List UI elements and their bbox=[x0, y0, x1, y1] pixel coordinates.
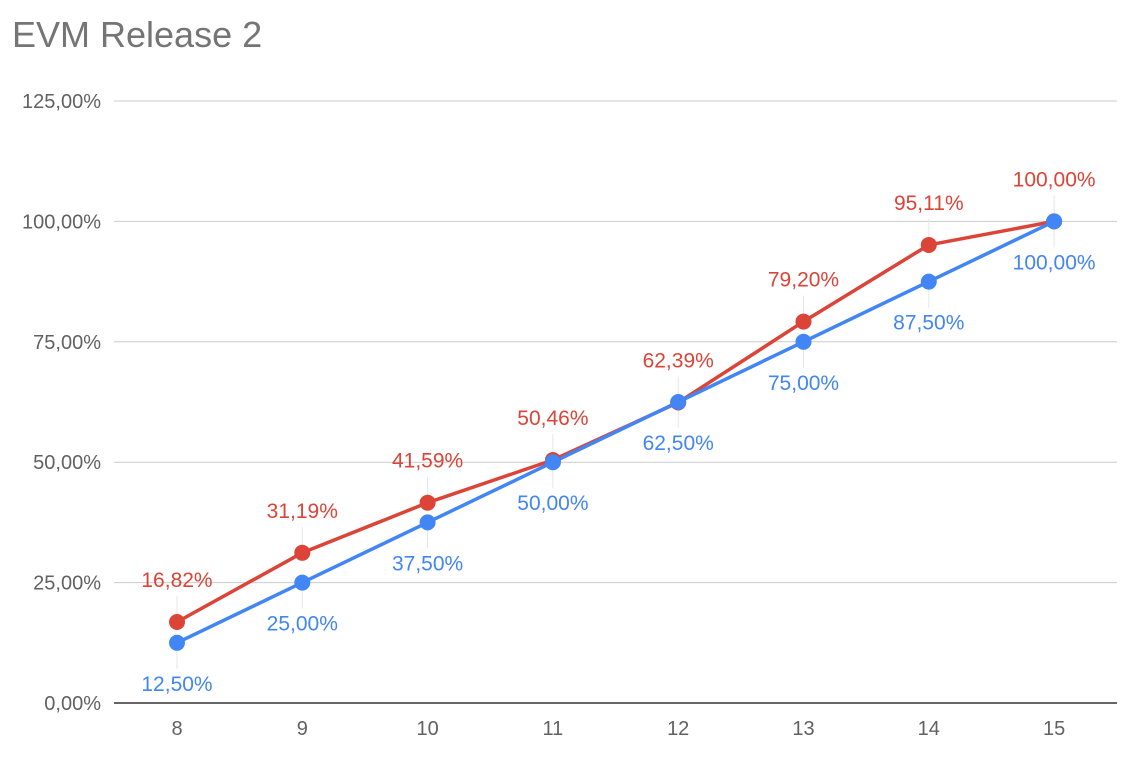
blue-series-point bbox=[670, 394, 687, 410]
blue-data-label: 100,00% bbox=[1013, 251, 1096, 274]
x-tick-label: 8 bbox=[171, 718, 182, 740]
y-tick-label: 75,00% bbox=[33, 332, 101, 354]
blue-series-point bbox=[294, 574, 311, 591]
blue-series-point bbox=[169, 634, 185, 651]
blue-data-label: 87,50% bbox=[893, 312, 964, 335]
red-data-label: 50,46% bbox=[517, 407, 588, 430]
red-series-point bbox=[169, 613, 185, 630]
blue-data-label: 37,50% bbox=[392, 552, 463, 575]
blue-data-label: 62,50% bbox=[643, 432, 714, 455]
x-axis-ticks: 8 9 10 11 12 13 14 15 bbox=[171, 718, 1065, 740]
gridlines bbox=[114, 100, 1117, 704]
x-tick-label: 13 bbox=[792, 718, 814, 740]
blue-series-point bbox=[920, 273, 937, 290]
blue-data-label: 25,00% bbox=[267, 613, 338, 636]
red-data-label: 62,39% bbox=[643, 350, 714, 373]
y-tick-label: 25,00% bbox=[33, 573, 101, 595]
x-tick-label: 10 bbox=[416, 718, 438, 740]
series-lines bbox=[176, 219, 1055, 645]
blue-series-point bbox=[795, 333, 812, 350]
data-labels: 16,82% 31,19% 41,59% 50,46% 62,39% 79,20% 95,1… bbox=[141, 168, 1095, 695]
red-series-point bbox=[294, 544, 311, 561]
red-data-label: 95,11% bbox=[894, 192, 964, 215]
blue-series-point bbox=[544, 454, 561, 471]
blue-data-label: 75,00% bbox=[768, 372, 839, 395]
x-tick-label: 14 bbox=[918, 718, 940, 740]
series-points bbox=[169, 213, 1063, 651]
red-data-label: 41,59% bbox=[392, 450, 463, 473]
chart-title: EVM Release 2 bbox=[12, 14, 263, 55]
x-tick-label: 9 bbox=[297, 718, 308, 740]
red-series-point bbox=[795, 313, 812, 330]
y-tick-label: 100,00% bbox=[22, 211, 101, 233]
red-data-label: 79,20% bbox=[768, 269, 839, 292]
red-series-point bbox=[419, 494, 436, 511]
red-series-point bbox=[920, 236, 937, 253]
x-tick-label: 15 bbox=[1043, 718, 1065, 740]
red-data-label: 16,82% bbox=[141, 569, 212, 592]
blue-series-point bbox=[419, 514, 436, 531]
x-tick-label: 12 bbox=[667, 718, 689, 740]
y-axis-ticks: 0,00% 25,00% 50,00% 75,00% 100,00% 125,00% bbox=[22, 91, 101, 715]
blue-data-label: 50,00% bbox=[517, 492, 588, 515]
y-tick-label: 125,00% bbox=[22, 91, 101, 113]
blue-series-point bbox=[1046, 213, 1063, 230]
red-data-label: 100,00% bbox=[1013, 168, 1096, 191]
blue-series-line bbox=[176, 219, 1055, 645]
blue-data-label: 12,50% bbox=[141, 673, 212, 696]
y-tick-label: 50,00% bbox=[33, 452, 101, 474]
y-tick-label: 0,00% bbox=[44, 693, 101, 715]
red-data-label: 31,19% bbox=[267, 500, 338, 523]
x-tick-label: 11 bbox=[543, 718, 564, 740]
